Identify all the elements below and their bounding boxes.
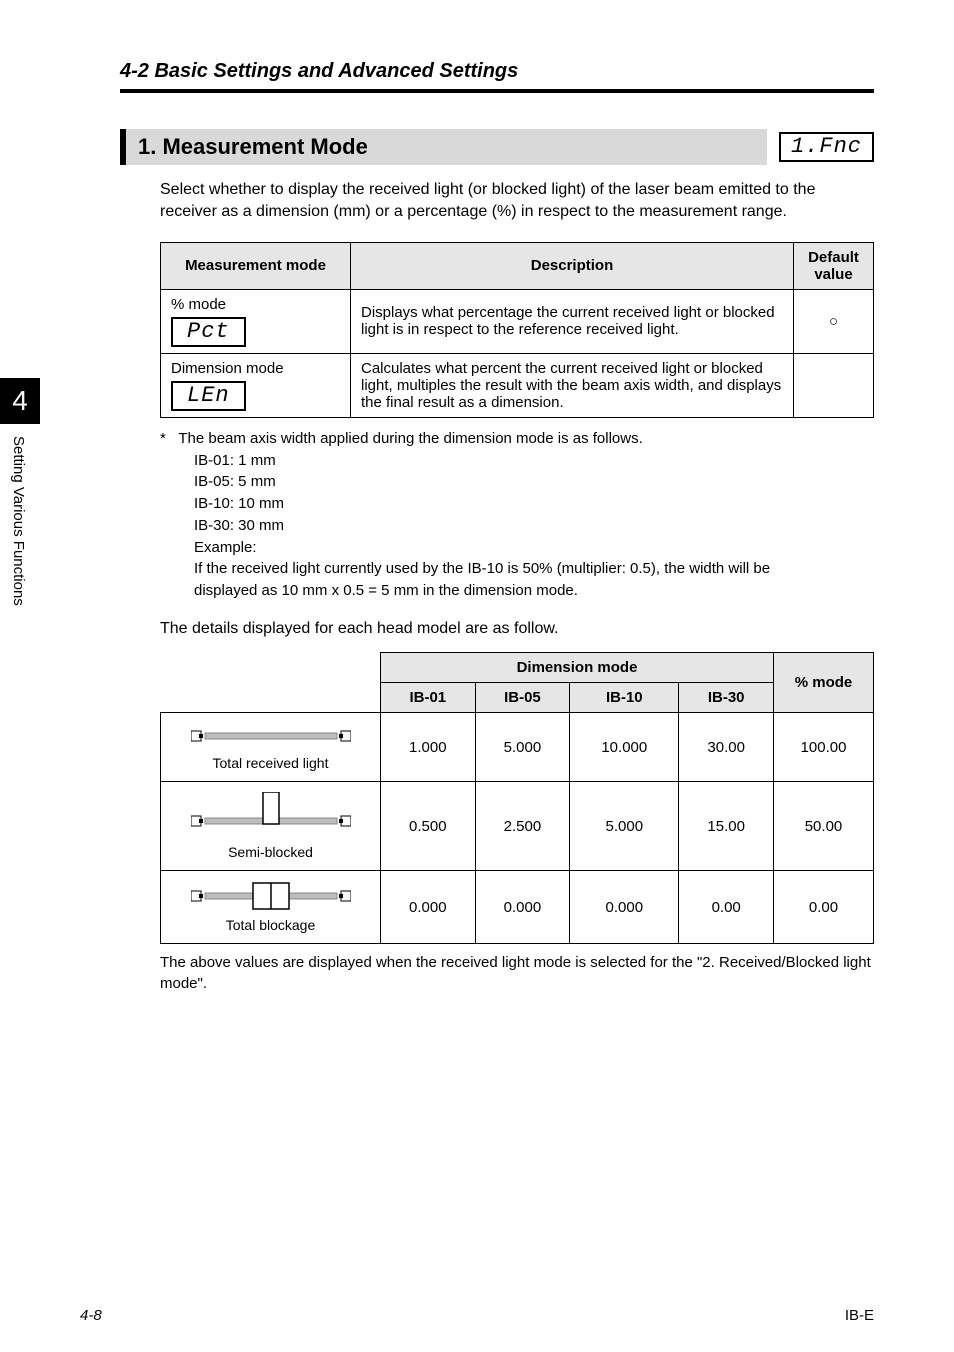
dm-col-0: IB-01 <box>381 683 476 713</box>
footer-note: The above values are displayed when the … <box>160 952 874 994</box>
note-line-1: IB-05: 5 mm <box>194 471 874 493</box>
mm-row0-seg-icon: Pct <box>171 317 246 347</box>
mm-row0-mode: % mode Pct <box>161 289 351 353</box>
example-text: If the received light currently used by … <box>194 558 814 602</box>
dm-row1-label: Semi-blocked <box>161 782 381 871</box>
dm-row2-caption: Total blockage <box>169 917 372 933</box>
page-number: 4-8 <box>80 1307 102 1324</box>
dm-group-header: Dimension mode <box>381 653 774 683</box>
dm-corner <box>161 653 381 713</box>
note-line-0: IB-01: 1 mm <box>194 450 874 472</box>
dm-row0-c3: 30.00 <box>679 713 774 782</box>
dm-col-2: IB-10 <box>570 683 679 713</box>
dm-row0-pct: 100.00 <box>774 713 874 782</box>
dm-row0-c0: 1.000 <box>381 713 476 782</box>
mm-row0-desc: Displays what percentage the current rec… <box>351 289 794 353</box>
dm-row2-pct: 0.00 <box>774 871 874 944</box>
mm-row1-seg-icon: LEn <box>171 381 246 411</box>
details-line: The details displayed for each head mode… <box>160 618 874 640</box>
mm-row1-mode-label: Dimension mode <box>171 360 340 377</box>
dm-row1-c3: 15.00 <box>679 782 774 871</box>
footer-model: IB-E <box>845 1307 874 1324</box>
mm-row0-default: ○ <box>794 289 874 353</box>
mm-header-desc: Description <box>351 242 794 289</box>
dimension-mode-table: Dimension mode % mode IB-01 IB-05 IB-10 … <box>160 652 874 944</box>
dm-row1-pct: 50.00 <box>774 782 874 871</box>
dm-row0-c1: 5.000 <box>475 713 570 782</box>
intro-paragraph: Select whether to display the received l… <box>160 179 874 224</box>
dm-row2-c2: 0.000 <box>570 871 679 944</box>
dm-row1-c1: 2.500 <box>475 782 570 871</box>
dm-row2-c1: 0.000 <box>475 871 570 944</box>
dm-row1-caption: Semi-blocked <box>169 844 372 860</box>
note-line-2: IB-10: 10 mm <box>194 493 874 515</box>
dm-row0-caption: Total received light <box>169 755 372 771</box>
side-tab: 4 Setting Various Functions <box>0 378 40 748</box>
dm-row1-c2: 5.000 <box>570 782 679 871</box>
section-heading: 4-2 Basic Settings and Advanced Settings <box>80 60 874 83</box>
dm-row0-label: Total received light <box>161 713 381 782</box>
dm-row1-c0: 0.500 <box>381 782 476 871</box>
dm-row2-label: Total blockage <box>161 871 381 944</box>
mm-row1-desc: Calculates what percent the current rece… <box>351 353 794 417</box>
total-received-light-icon <box>191 723 351 749</box>
note-star-line: The beam axis width applied during the d… <box>178 430 642 447</box>
mm-row0-mode-label: % mode <box>171 296 340 313</box>
mm-row1-default <box>794 353 874 417</box>
title-text: 1. Measurement Mode <box>138 134 368 160</box>
semi-blocked-icon <box>191 792 351 838</box>
mm-header-mode: Measurement mode <box>161 242 351 289</box>
chapter-number-tab: 4 <box>0 378 40 424</box>
dm-col-3: IB-30 <box>679 683 774 713</box>
page-footer: 4-8 IB-E <box>80 1307 874 1324</box>
dm-row2-c3: 0.00 <box>679 871 774 944</box>
mm-header-default: Defaultvalue <box>794 242 874 289</box>
note-line-3: IB-30: 30 mm <box>194 515 874 537</box>
total-blockage-icon <box>191 881 351 911</box>
mm-row1-mode: Dimension mode LEn <box>161 353 351 417</box>
example-label: Example: <box>194 537 272 559</box>
dm-row2-c0: 0.000 <box>381 871 476 944</box>
segment-display-icon: 1.Fnc <box>779 132 874 162</box>
measurement-mode-table: Measurement mode Description Defaultvalu… <box>160 242 874 418</box>
title-bar: 1. Measurement Mode <box>120 129 767 165</box>
dm-row0-c2: 10.000 <box>570 713 679 782</box>
dm-pct-header: % mode <box>774 653 874 713</box>
dm-col-1: IB-05 <box>475 683 570 713</box>
note-block: * The beam axis width applied during the… <box>160 428 874 602</box>
chapter-title-tab: Setting Various Functions <box>10 424 27 606</box>
section-rule <box>120 89 874 93</box>
